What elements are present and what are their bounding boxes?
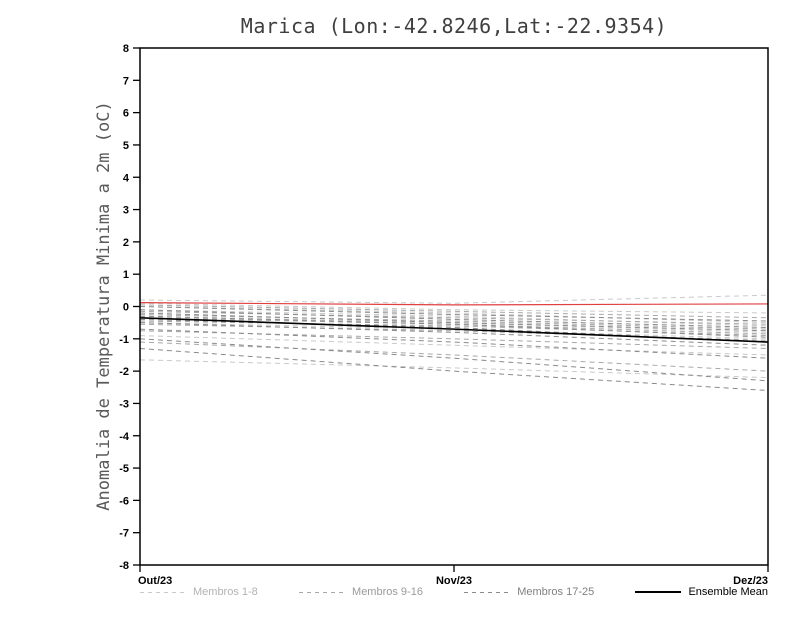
legend-item-ensemble-mean: Ensemble Mean	[635, 586, 768, 598]
legend-line-sample-dashed	[299, 591, 346, 593]
legend-item-label: Membros 17-25	[517, 586, 595, 598]
svg-text:8: 8	[123, 43, 129, 55]
svg-text:Nov/23: Nov/23	[436, 575, 472, 587]
legend-item-label: Membros 1-8	[193, 586, 258, 598]
svg-text:-6: -6	[119, 495, 129, 507]
legend-item-membros-17-25: Membros 17-25	[464, 586, 594, 598]
svg-text:-5: -5	[119, 463, 129, 475]
legend-item-membros-9-16: Membros 9-16	[299, 586, 423, 598]
svg-text:7: 7	[123, 75, 129, 87]
svg-text:-2: -2	[119, 366, 129, 378]
legend-line-sample-dashed	[140, 591, 186, 593]
legend: Membros 1-8 Membros 9-16 Membros 17-25 E…	[140, 586, 768, 598]
svg-text:2: 2	[123, 237, 129, 249]
svg-text:4: 4	[123, 172, 130, 184]
svg-text:5: 5	[123, 140, 129, 152]
legend-line-sample-solid	[635, 591, 682, 593]
legend-item-label: Ensemble Mean	[688, 586, 768, 598]
svg-text:-3: -3	[119, 398, 129, 410]
svg-text:3: 3	[123, 205, 129, 217]
svg-text:-4: -4	[119, 431, 130, 443]
svg-text:Dez/23: Dez/23	[733, 575, 768, 587]
chart-title: Marica (Lon:-42.8246,Lat:-22.9354)	[240, 14, 668, 38]
svg-text:Out/23: Out/23	[138, 575, 172, 587]
svg-text:1: 1	[123, 269, 129, 281]
legend-item-label: Membros 9-16	[352, 586, 423, 598]
legend-item-membros-1-8: Membros 1-8	[140, 586, 258, 598]
svg-text:6: 6	[123, 108, 129, 120]
legend-line-sample-dashed	[464, 591, 511, 593]
svg-text:-8: -8	[119, 560, 129, 572]
svg-text:0: 0	[123, 302, 129, 314]
svg-text:-1: -1	[119, 334, 129, 346]
svg-text:-7: -7	[119, 528, 129, 540]
